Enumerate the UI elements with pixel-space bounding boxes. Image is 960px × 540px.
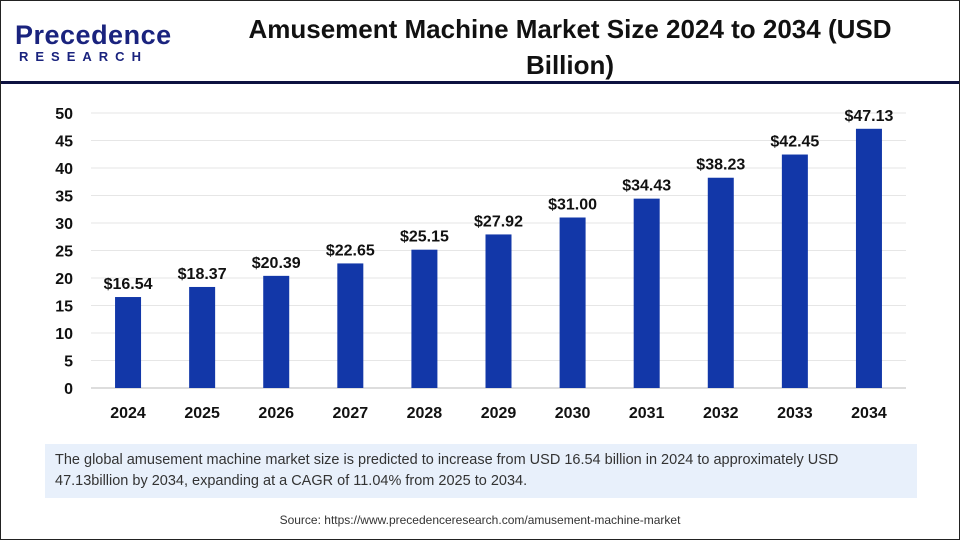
bar-2032 — [707, 177, 734, 388]
chart-title: Amusement Machine Market Size 2024 to 20… — [248, 14, 892, 80]
data-label: $27.92 — [474, 213, 523, 230]
y-tick-label: 5 — [64, 354, 73, 371]
y-tick-label: 25 — [55, 244, 73, 261]
precedence-research-logo: Precedence RESEARCH — [15, 20, 172, 64]
bar-2024 — [115, 297, 142, 388]
x-tick-label: 2025 — [184, 405, 220, 422]
x-tick-label: 2024 — [110, 405, 146, 422]
bar-2031 — [633, 198, 660, 388]
x-tick-label: 2033 — [777, 405, 813, 422]
y-tick-label: 50 — [55, 106, 73, 123]
x-tick-label: 2032 — [703, 405, 739, 422]
bar-2028 — [411, 249, 438, 388]
x-tick-label: 2030 — [555, 405, 591, 422]
data-label: $22.65 — [326, 242, 375, 259]
y-tick-label: 30 — [55, 216, 73, 233]
y-tick-label: 15 — [55, 299, 73, 316]
data-label: $20.39 — [252, 255, 301, 272]
x-tick-label: 2026 — [258, 405, 294, 422]
x-tick-label: 2034 — [851, 405, 887, 422]
data-label: $47.13 — [844, 108, 893, 125]
y-tick-label: 45 — [55, 134, 73, 151]
header-divider — [1, 81, 959, 84]
bar-2025 — [189, 286, 216, 388]
caption: The global amusement machine market size… — [45, 444, 917, 498]
data-label: $25.15 — [400, 229, 449, 246]
x-tick-label: 2027 — [333, 405, 369, 422]
y-tick-label: 40 — [55, 161, 73, 178]
logo-line2: RESEARCH — [19, 49, 148, 64]
data-label: $18.37 — [178, 266, 227, 283]
bar-2027 — [337, 263, 364, 388]
y-tick-label: 35 — [55, 189, 73, 206]
source-text: Source: https://www.precedenceresearch.c… — [279, 513, 681, 527]
data-label: $34.43 — [622, 178, 671, 195]
data-label: $38.23 — [696, 157, 745, 174]
x-tick-label: 2029 — [481, 405, 517, 422]
data-label: $31.00 — [548, 197, 597, 214]
bar-2030 — [559, 217, 586, 388]
data-label: $42.45 — [770, 134, 819, 151]
bar-2026 — [263, 275, 290, 388]
x-tick-label: 2028 — [407, 405, 443, 422]
y-tick-label: 20 — [55, 271, 73, 288]
logo-line1: Precedence — [15, 20, 172, 50]
y-tick-label: 10 — [55, 326, 73, 343]
x-tick-label: 2031 — [629, 405, 665, 422]
bar-chart: 05101520253035404550$16.542024$18.372025… — [55, 106, 906, 422]
bar-2033 — [781, 154, 808, 388]
bar-2034 — [855, 128, 882, 388]
data-label: $16.54 — [104, 276, 153, 293]
bar-2029 — [485, 234, 512, 388]
y-tick-label: 0 — [64, 381, 73, 398]
